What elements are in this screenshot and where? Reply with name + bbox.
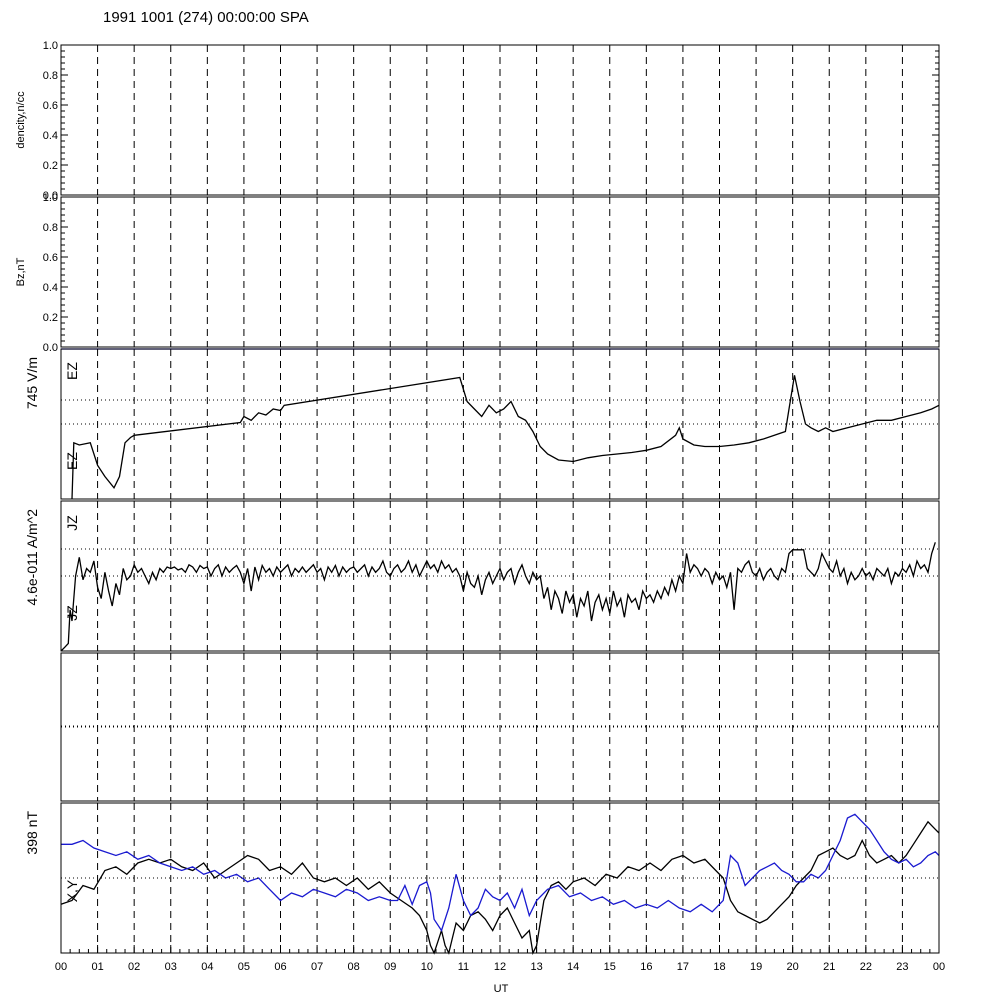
panel-inner-label: JZ [64, 605, 80, 621]
x-tick-label: 08 [348, 961, 360, 973]
x-tick-label: 22 [860, 961, 872, 973]
x-tick-label: 23 [896, 961, 908, 973]
x-tick-label: 07 [311, 961, 323, 973]
y-tick-label: 0.8 [43, 222, 58, 234]
y-axis-label: 4.6e-011 A/m^2 [24, 509, 40, 606]
x-tick-label: 14 [567, 961, 579, 973]
panel-frame [60, 348, 940, 500]
y-tick-label: 0.4 [43, 130, 58, 142]
y-axis-label: 398 nT [24, 811, 40, 855]
panel-frame [60, 652, 940, 802]
y-axis-label: 745 V/m [24, 357, 40, 409]
x-tick-label: 05 [238, 961, 250, 973]
x-tick-label: 03 [165, 961, 177, 973]
series-line [60, 820, 940, 956]
y-tick-label: 0.6 [43, 100, 58, 112]
panels-layer: 0.00.20.40.60.81.0dencity,n/cc0.00.20.40… [15, 40, 940, 956]
y-tick-label: 0.0 [43, 342, 58, 354]
series-line [61, 813, 940, 932]
x-tick-label: 16 [640, 961, 652, 973]
x-tick-label: 00 [55, 961, 67, 973]
x-tick-label: 15 [604, 961, 616, 973]
x-tick-label: 10 [421, 961, 433, 973]
panel-density: 0.0 0.2 0.4 0.6 0.8 1.0 dencity,n/cc [15, 40, 940, 202]
x-tick-label: 09 [384, 961, 396, 973]
panel-inner-label: JZ [64, 515, 80, 531]
panel-frame [60, 44, 940, 196]
panel-frame [60, 500, 940, 652]
y-tick-label: 1.0 [43, 40, 58, 52]
x-tick-label: 11 [458, 961, 469, 973]
x-tick-label: 04 [201, 961, 213, 973]
panel-empty [60, 652, 940, 802]
y-tick-label: 0.6 [43, 252, 58, 264]
x-tick-label: 13 [530, 961, 542, 973]
x-tick-label: 18 [713, 961, 725, 973]
x-tick-label: 00 [933, 961, 945, 973]
x-axis-label: UT [494, 983, 509, 995]
y-axis-label: dencity,n/cc [15, 91, 27, 149]
panel-inner-label: EZ [64, 362, 80, 380]
x-tick-label: 12 [494, 961, 506, 973]
panel-ez: 745 V/m EZ EZ [24, 348, 940, 500]
series-line [60, 542, 936, 652]
x-tick-label: 21 [823, 961, 835, 973]
panel-frame [60, 196, 940, 348]
y-tick-label: 0.4 [43, 282, 58, 294]
y-tick-label: 0.2 [43, 312, 58, 324]
panel-inner-label: EZ [64, 452, 80, 470]
x-tick-label: 20 [787, 961, 799, 973]
y-tick-label: 1.0 [43, 192, 58, 204]
x-tick-label: 06 [274, 961, 286, 973]
panel-bz: 0.0 0.2 0.4 0.6 0.8 1.0 Bz,nT [15, 192, 940, 354]
chart-title: 1991 1001 (274) 00:00:00 SPA [103, 9, 309, 26]
panel-xy: 398 nT X,Y [24, 802, 940, 956]
x-tick-label: 02 [128, 961, 140, 973]
panel-inner-label: X,Y [64, 879, 80, 902]
y-tick-label: 0.0 [43, 190, 58, 202]
y-tick-label: 0.8 [43, 70, 58, 82]
x-axis: 00 01 02 03 04 05 06 07 08 09 10 11 12 13 14 15 16 17 18 19… [55, 945, 945, 973]
series-line [71, 375, 940, 500]
x-tick-label: 17 [677, 961, 689, 973]
panel-jz: 4.6e-011 A/m^2 JZ JZ [24, 500, 940, 652]
y-tick-label: 0.2 [43, 160, 58, 172]
y-axis-label: Bz,nT [15, 257, 27, 286]
x-tick-label: 01 [91, 961, 103, 973]
x-tick-label: 19 [750, 961, 762, 973]
